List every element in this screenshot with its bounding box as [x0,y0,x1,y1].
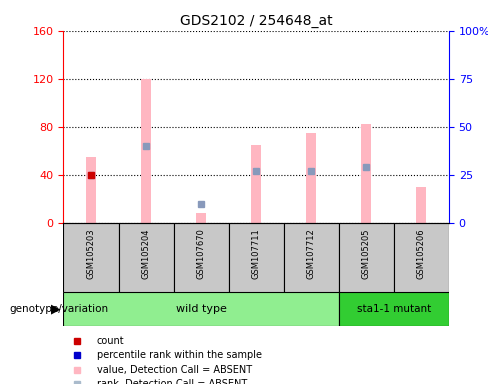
Text: GSM107711: GSM107711 [252,228,261,279]
Text: sta1-1 mutant: sta1-1 mutant [357,304,431,314]
Text: GSM105205: GSM105205 [362,228,371,279]
Bar [63,292,339,326]
Bar [284,223,339,292]
Bar [229,223,284,292]
Text: GSM105204: GSM105204 [142,228,151,279]
Bar [119,223,174,292]
Bar [196,213,206,223]
Bar [86,157,96,223]
Bar [339,223,394,292]
Title: GDS2102 / 254648_at: GDS2102 / 254648_at [180,14,332,28]
Text: percentile rank within the sample: percentile rank within the sample [97,350,262,361]
Text: genotype/variation: genotype/variation [10,304,109,314]
Bar [362,124,371,223]
Bar [306,133,316,223]
Bar [63,223,119,292]
Text: GSM105203: GSM105203 [86,228,96,279]
Text: GSM107712: GSM107712 [307,228,316,279]
Text: value, Detection Call = ABSENT: value, Detection Call = ABSENT [97,365,252,375]
Text: wild type: wild type [176,304,226,314]
Text: rank, Detection Call = ABSENT: rank, Detection Call = ABSENT [97,379,247,384]
Bar [416,187,427,223]
Text: GSM105206: GSM105206 [417,228,426,279]
Bar [141,79,151,223]
Text: count: count [97,336,124,346]
Text: ▶: ▶ [51,303,61,316]
Bar [174,223,229,292]
Text: GSM107670: GSM107670 [197,228,205,279]
Bar [251,145,261,223]
Bar [394,223,449,292]
Bar [339,292,449,326]
